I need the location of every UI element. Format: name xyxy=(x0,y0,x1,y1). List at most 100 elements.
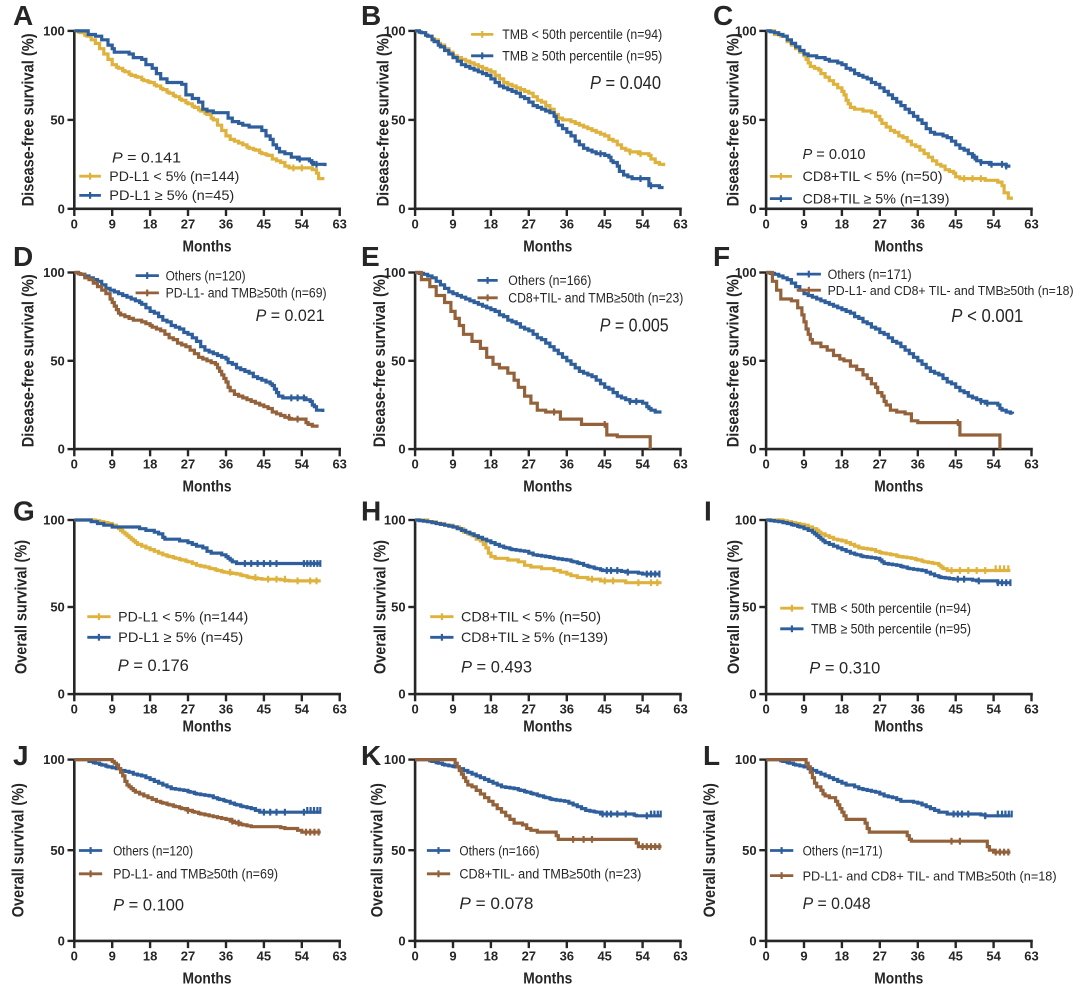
svg-text:9: 9 xyxy=(449,702,456,717)
svg-text:50: 50 xyxy=(391,843,405,858)
svg-text:100: 100 xyxy=(384,265,406,280)
svg-text:PD-L1- and CD8+ TIL- and TMB≥5: PD-L1- and CD8+ TIL- and TMB≥50th (n=18) xyxy=(803,868,1057,883)
svg-text:45: 45 xyxy=(948,457,962,472)
svg-text:36: 36 xyxy=(560,216,574,231)
svg-text:100: 100 xyxy=(735,513,757,528)
svg-text:9: 9 xyxy=(800,949,807,964)
svg-text:50: 50 xyxy=(50,843,64,858)
svg-text:TMB < 50th percentile (n=94): TMB < 50th percentile (n=94) xyxy=(502,26,662,42)
svg-text:27: 27 xyxy=(522,457,536,472)
svg-text:50: 50 xyxy=(742,113,756,128)
svg-text:Overall survival (%): Overall survival (%) xyxy=(700,783,719,917)
svg-text:27: 27 xyxy=(522,702,536,717)
svg-text:100: 100 xyxy=(735,752,757,767)
svg-text:PD-L1 ≥ 5% (n=45): PD-L1 ≥ 5% (n=45) xyxy=(118,629,243,645)
svg-text:9: 9 xyxy=(109,949,116,964)
svg-text:CD8+TIL ≥ 5% (n=139): CD8+TIL ≥ 5% (n=139) xyxy=(803,190,950,206)
svg-text:P = 0.040: P = 0.040 xyxy=(590,73,661,93)
svg-text:50: 50 xyxy=(50,600,64,615)
svg-text:CD8+TIL < 5% (n=50): CD8+TIL < 5% (n=50) xyxy=(803,168,943,184)
svg-text:Disease-free survival (%): Disease-free survival (%) xyxy=(723,274,742,447)
svg-text:0: 0 xyxy=(749,201,756,216)
svg-text:Others (n=171): Others (n=171) xyxy=(828,267,912,282)
svg-text:18: 18 xyxy=(143,949,157,964)
svg-text:100: 100 xyxy=(735,265,757,280)
svg-text:0: 0 xyxy=(762,949,769,964)
svg-text:0: 0 xyxy=(411,216,418,231)
svg-text:0: 0 xyxy=(58,442,65,457)
svg-text:Overall survival (%): Overall survival (%) xyxy=(367,783,386,917)
svg-text:45: 45 xyxy=(948,702,962,717)
svg-text:36: 36 xyxy=(219,702,233,717)
svg-text:Overall survival (%): Overall survival (%) xyxy=(724,540,743,674)
svg-text:27: 27 xyxy=(873,216,887,231)
svg-text:0: 0 xyxy=(71,949,78,964)
svg-text:Months: Months xyxy=(874,239,923,256)
svg-text:50: 50 xyxy=(742,353,756,368)
svg-text:Months: Months xyxy=(874,479,923,496)
svg-text:36: 36 xyxy=(560,702,574,717)
svg-text:18: 18 xyxy=(484,457,498,472)
svg-text:63: 63 xyxy=(673,702,687,717)
svg-text:54: 54 xyxy=(986,457,1001,472)
svg-text:K: K xyxy=(361,740,381,771)
svg-text:18: 18 xyxy=(484,949,498,964)
svg-text:36: 36 xyxy=(911,949,925,964)
svg-text:63: 63 xyxy=(332,457,346,472)
svg-text:18: 18 xyxy=(835,949,849,964)
svg-text:0: 0 xyxy=(762,702,769,717)
svg-text:0: 0 xyxy=(71,457,78,472)
svg-text:J: J xyxy=(13,740,29,771)
svg-text:9: 9 xyxy=(449,216,456,231)
svg-text:P = 0.021: P = 0.021 xyxy=(256,306,325,325)
svg-text:54: 54 xyxy=(635,457,650,472)
svg-text:100: 100 xyxy=(43,24,65,39)
svg-text:54: 54 xyxy=(295,949,310,964)
svg-text:18: 18 xyxy=(143,457,157,472)
svg-text:P = 0.141: P = 0.141 xyxy=(112,150,181,167)
svg-text:50: 50 xyxy=(391,600,405,615)
svg-text:18: 18 xyxy=(835,457,849,472)
svg-text:36: 36 xyxy=(219,216,233,231)
svg-text:36: 36 xyxy=(911,702,925,717)
svg-text:45: 45 xyxy=(257,702,271,717)
svg-text:18: 18 xyxy=(835,702,849,717)
svg-text:9: 9 xyxy=(109,216,116,231)
svg-text:36: 36 xyxy=(911,457,925,472)
svg-text:0: 0 xyxy=(411,949,418,964)
svg-text:F: F xyxy=(713,241,730,272)
svg-text:18: 18 xyxy=(835,216,849,231)
svg-text:0: 0 xyxy=(58,687,65,702)
svg-text:Disease-free survival (%): Disease-free survival (%) xyxy=(19,274,38,447)
svg-text:100: 100 xyxy=(735,24,757,39)
svg-text:A: A xyxy=(13,0,33,31)
svg-text:P = 0.310: P = 0.310 xyxy=(809,659,880,678)
svg-text:63: 63 xyxy=(332,702,346,717)
svg-text:0: 0 xyxy=(398,201,405,216)
svg-text:Months: Months xyxy=(523,479,572,496)
svg-text:Overall survival (%): Overall survival (%) xyxy=(9,783,28,917)
svg-text:Months: Months xyxy=(183,970,232,987)
svg-text:0: 0 xyxy=(749,442,756,457)
svg-text:P = 0.078: P = 0.078 xyxy=(459,894,533,913)
svg-text:27: 27 xyxy=(181,216,195,231)
svg-text:Months: Months xyxy=(523,719,572,736)
svg-text:Overall survival (%): Overall survival (%) xyxy=(12,540,31,674)
svg-text:9: 9 xyxy=(800,702,807,717)
svg-text:36: 36 xyxy=(219,457,233,472)
svg-text:27: 27 xyxy=(873,949,887,964)
svg-text:36: 36 xyxy=(219,949,233,964)
svg-text:CD8+TIL- and TMB≥50th (n=23): CD8+TIL- and TMB≥50th (n=23) xyxy=(508,291,683,306)
svg-text:45: 45 xyxy=(597,457,611,472)
svg-text:0: 0 xyxy=(762,216,769,231)
svg-text:9: 9 xyxy=(109,457,116,472)
svg-text:0: 0 xyxy=(749,687,756,702)
svg-text:PD-L1 ≥ 5% (n=45): PD-L1 ≥ 5% (n=45) xyxy=(109,187,234,203)
svg-text:Months: Months xyxy=(183,479,232,496)
svg-text:54: 54 xyxy=(295,702,310,717)
svg-text:9: 9 xyxy=(800,457,807,472)
svg-text:C: C xyxy=(713,0,733,31)
svg-text:27: 27 xyxy=(522,216,536,231)
svg-text:36: 36 xyxy=(911,216,925,231)
svg-text:50: 50 xyxy=(50,353,64,368)
